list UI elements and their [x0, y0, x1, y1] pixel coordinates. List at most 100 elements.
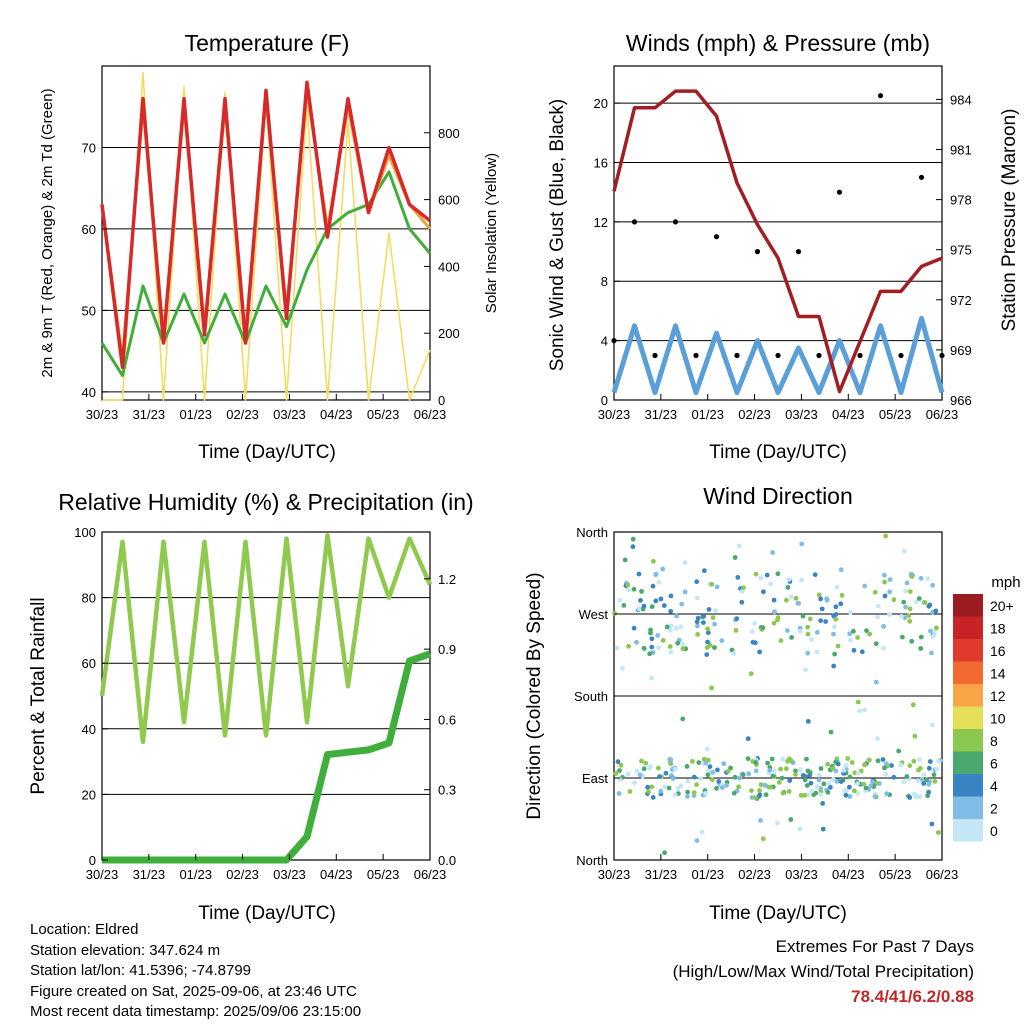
direction-point	[875, 614, 880, 620]
direction-point	[873, 679, 879, 685]
direction-point	[875, 603, 881, 609]
direction-point	[627, 789, 633, 794]
temperature-xtick-label: 05/23	[367, 407, 400, 422]
temperature-ylabel-right: Solar Insolation (Yellow)	[483, 153, 500, 313]
direction-point	[778, 766, 783, 772]
direction-point	[745, 736, 751, 742]
winds-xtick-label: 03/23	[785, 407, 818, 422]
direction-point	[710, 770, 715, 775]
humidity-xtick-label: 05/23	[367, 867, 400, 882]
direction-point	[650, 795, 656, 800]
direction-point	[901, 599, 907, 605]
humidity-title: Relative Humidity (%) & Precipitation (i…	[58, 489, 473, 515]
direction-point	[714, 785, 719, 791]
legend-label: 18	[990, 621, 1006, 637]
direction-point	[802, 774, 808, 779]
direction-point	[612, 611, 618, 616]
direction-point	[626, 643, 631, 649]
direction-point	[649, 644, 655, 650]
temperature-series	[100, 71, 432, 401]
direction-point	[805, 719, 811, 724]
direction-point	[831, 631, 836, 637]
direction-point	[632, 780, 637, 786]
temperature-title: Temperature (F)	[185, 30, 350, 56]
direction-point	[757, 649, 762, 655]
station-location: Location: Eldred	[30, 921, 139, 938]
legend-swatch	[953, 684, 983, 707]
direction-point	[862, 707, 867, 713]
direction-point	[924, 777, 929, 783]
direction-point	[768, 784, 773, 790]
direction-point	[918, 646, 924, 651]
winds-xtick-label: 05/23	[879, 407, 912, 422]
direction-point	[909, 638, 915, 644]
direction-point	[904, 580, 910, 586]
direction-point	[855, 699, 861, 705]
direction-point	[668, 608, 674, 614]
direction-point	[816, 777, 822, 783]
temperature-xtick-label: 30/23	[86, 407, 119, 422]
temperature-xtick-label: 01/23	[179, 407, 212, 422]
gust-point	[713, 234, 720, 240]
winds-ytick-label: 12	[594, 215, 608, 230]
direction-point	[662, 784, 668, 790]
direction-point	[749, 629, 755, 635]
direction-point	[929, 821, 935, 827]
direction-xtick-label: 04/23	[832, 867, 865, 882]
precipitation-line	[102, 650, 432, 864]
direction-point	[875, 736, 880, 742]
direction-point	[913, 599, 919, 605]
direction-point	[735, 575, 741, 580]
direction-point	[842, 788, 848, 794]
direction-point	[668, 593, 674, 599]
direction-title: Wind Direction	[703, 483, 853, 509]
direction-point	[907, 618, 913, 624]
direction-point	[694, 838, 700, 843]
direction-point	[729, 647, 735, 653]
humidity-y2tick-label: 0.0	[438, 853, 456, 868]
direction-point	[770, 773, 776, 779]
temperature-ytick-label: 60	[82, 222, 96, 237]
direction-point	[819, 606, 825, 612]
humidity-series	[99, 533, 433, 864]
direction-point	[680, 646, 686, 652]
temperature-y2tick-label: 0	[438, 393, 445, 408]
gust-point	[918, 174, 925, 180]
direction-point	[750, 639, 756, 645]
direction-point	[705, 630, 711, 636]
direction-point	[721, 761, 727, 766]
direction-point	[634, 768, 640, 774]
winds-plot-frame	[613, 65, 943, 401]
legend-label: 8	[990, 733, 998, 749]
direction-point	[670, 776, 676, 781]
direction-point	[907, 589, 913, 594]
direction-point	[818, 792, 824, 797]
direction-point	[703, 760, 709, 766]
direction-point	[769, 756, 775, 762]
direction-point	[805, 768, 811, 774]
legend-swatch	[953, 616, 983, 639]
direction-point	[685, 778, 691, 784]
direction-point	[656, 765, 661, 771]
direction-point	[912, 733, 918, 739]
temperature-y2tick-label: 600	[438, 193, 460, 208]
direction-point	[786, 577, 792, 582]
direction-point	[658, 788, 664, 794]
direction-point	[811, 792, 817, 798]
direction-point	[667, 757, 673, 762]
direction-point	[651, 558, 656, 564]
direction-point	[694, 619, 700, 625]
humidity-ytick-label: 80	[82, 591, 96, 606]
humidity-plot-frame	[101, 531, 431, 861]
humidity-y2tick-label: 0.6	[438, 712, 456, 727]
direction-point	[798, 767, 803, 773]
direction-point	[748, 671, 754, 677]
direction-point	[889, 763, 894, 768]
direction-point	[702, 568, 707, 574]
humidity-xlabel: Time (Day/UTC)	[198, 903, 336, 924]
direction-point	[636, 571, 642, 577]
legend-label: 10	[990, 711, 1006, 727]
direction-point	[725, 768, 731, 774]
direction-point	[709, 685, 714, 691]
